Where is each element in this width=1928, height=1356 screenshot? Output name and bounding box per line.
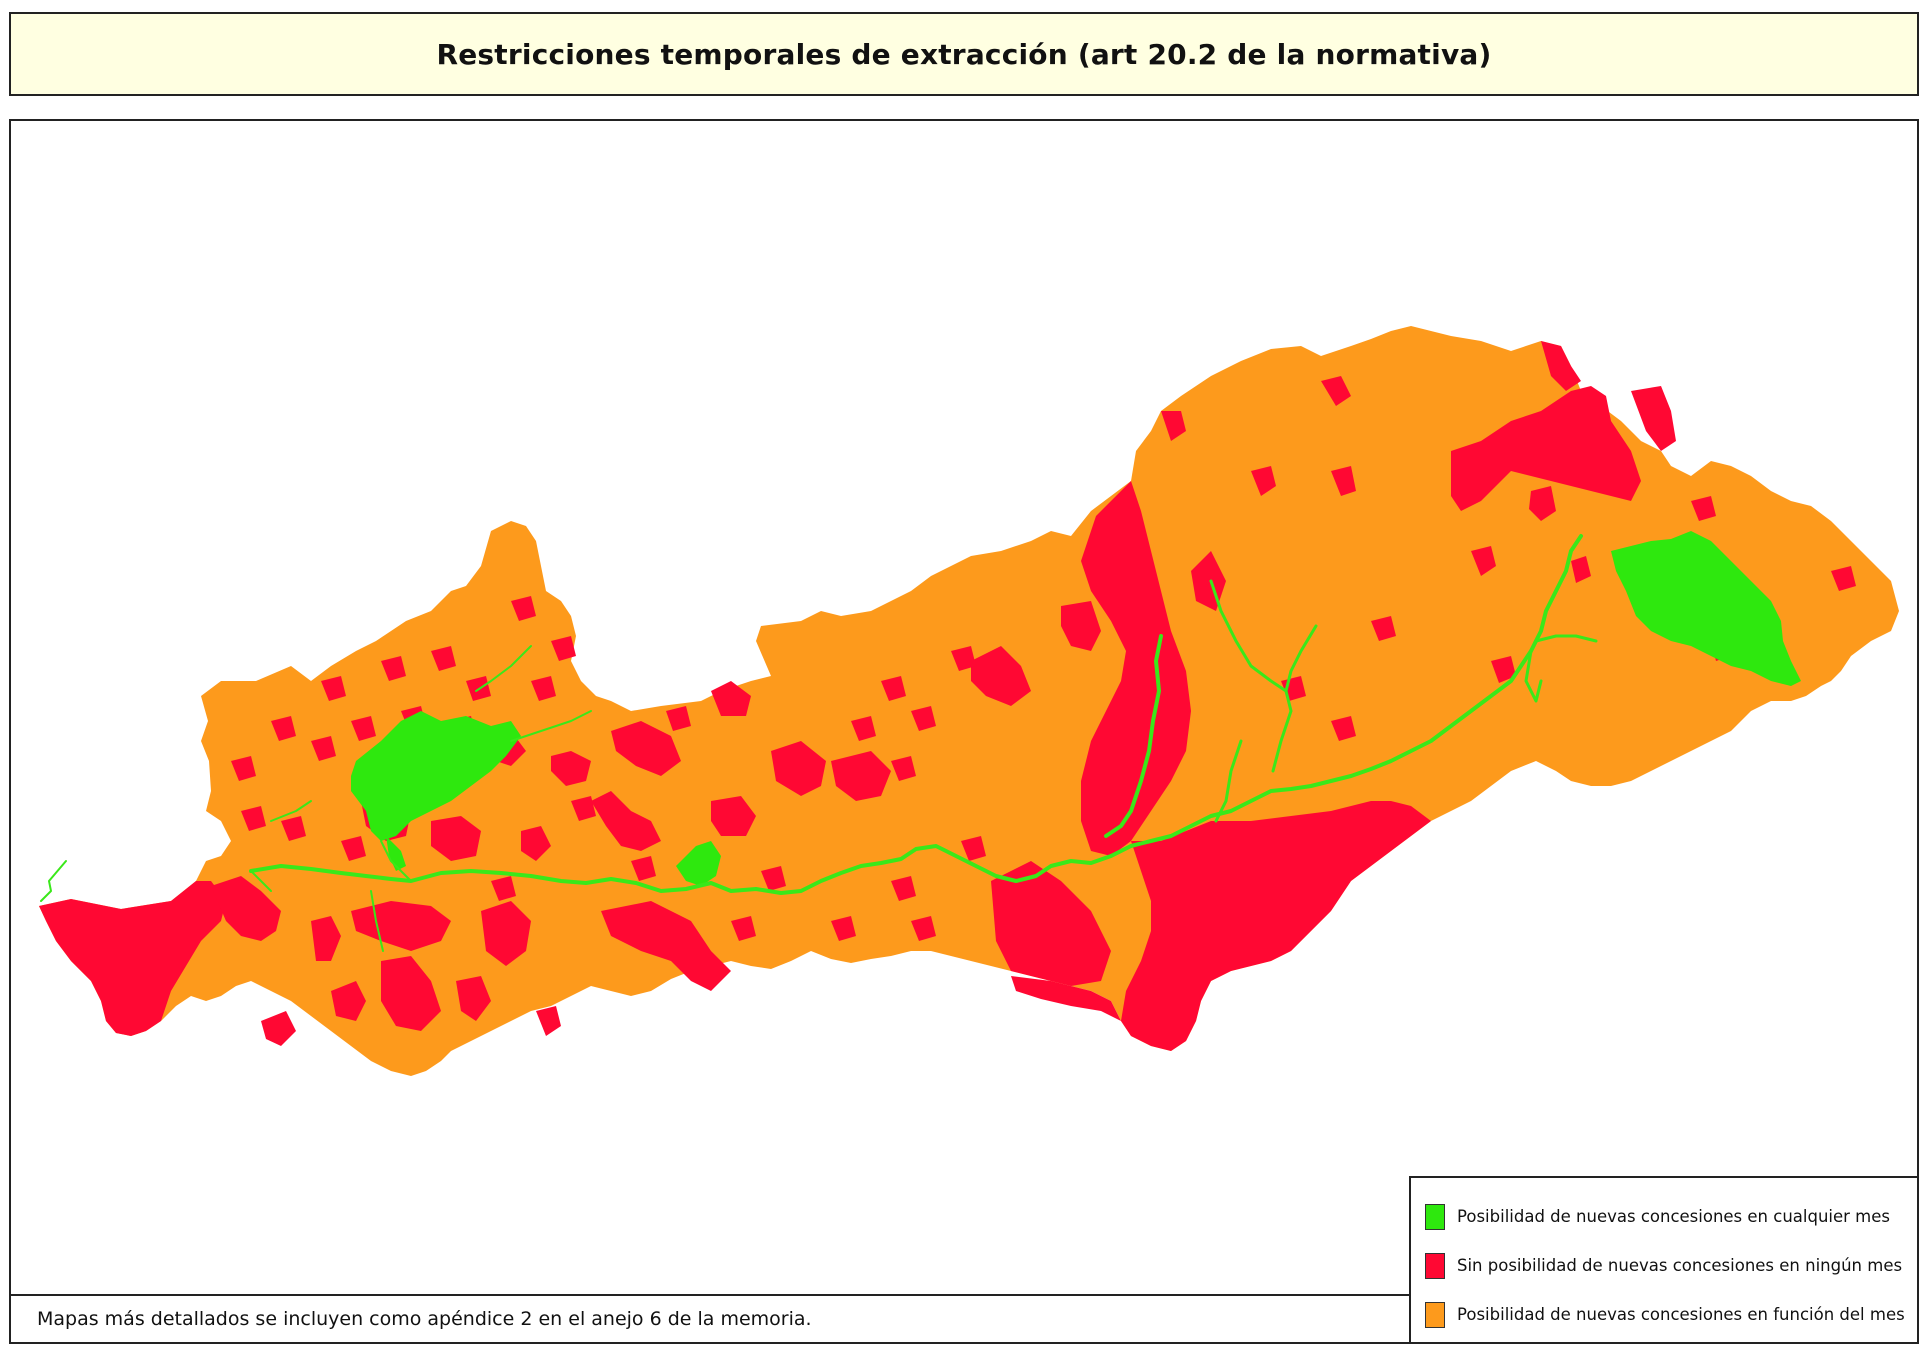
legend-item-green: Posibilidad de nuevas concesiones en cua… xyxy=(1425,1192,1917,1241)
legend-swatch-orange xyxy=(1425,1301,1445,1328)
legend-swatch-red xyxy=(1425,1252,1445,1279)
map-frame: Mapas más detallados se incluyen como ap… xyxy=(9,119,1919,1344)
legend-label-orange: Posibilidad de nuevas concesiones en fun… xyxy=(1457,1305,1905,1324)
green-zones xyxy=(351,531,1801,886)
map-canvas xyxy=(39,326,1899,1076)
main-river xyxy=(249,534,1583,895)
red-zone-northeast xyxy=(1451,386,1641,511)
note-text: Mapas más detallados se incluyen como ap… xyxy=(37,1308,812,1330)
legend-swatch-green xyxy=(1425,1203,1445,1230)
note-box: Mapas más detallados se incluyen como ap… xyxy=(11,1294,1411,1342)
red-zones xyxy=(39,341,1856,1051)
red-zone-southeast xyxy=(1121,801,1431,1051)
legend-item-orange: Posibilidad de nuevas concesiones en fun… xyxy=(1425,1290,1917,1339)
legend-label-green: Posibilidad de nuevas concesiones en cua… xyxy=(1457,1207,1890,1226)
tributary-central xyxy=(1104,634,1163,838)
legend: Posibilidad de nuevas concesiones en cua… xyxy=(1409,1176,1917,1342)
red-zone-southwest xyxy=(39,881,226,1036)
map-title: Restricciones temporales de extracción (… xyxy=(436,37,1492,71)
title-box: Restricciones temporales de extracción (… xyxy=(9,12,1919,96)
legend-item-red: Sin posibilidad de nuevas concesiones en… xyxy=(1425,1241,1917,1290)
green-zone-west xyxy=(351,711,521,841)
river-network xyxy=(40,534,1598,952)
green-zone-east xyxy=(1611,531,1801,686)
legend-label-red: Sin posibilidad de nuevas concesiones en… xyxy=(1457,1256,1903,1275)
red-zone-central-strip xyxy=(1081,481,1191,856)
